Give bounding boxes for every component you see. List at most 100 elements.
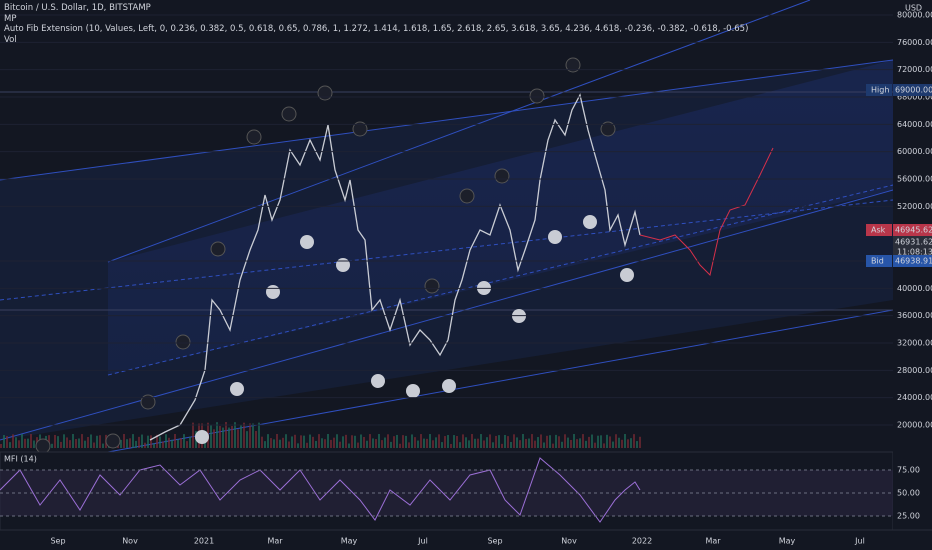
volume-bar xyxy=(549,435,551,448)
volume-bar xyxy=(135,440,137,448)
volume-bar xyxy=(411,434,413,448)
volume-bar xyxy=(474,438,476,448)
price-tick-label: 24000.00 xyxy=(897,393,932,402)
volume-bar xyxy=(606,434,608,448)
volume-bar xyxy=(471,434,473,448)
volume-bar xyxy=(420,434,422,448)
volume-bar xyxy=(294,434,296,448)
volume-bar xyxy=(279,439,281,448)
volume-bar xyxy=(246,431,248,448)
time-tick-label: Jul xyxy=(417,537,428,546)
price-tick-label: 52000.00 xyxy=(897,202,932,211)
volume-bar xyxy=(213,429,215,448)
volume-bar xyxy=(504,434,506,448)
volume-bar xyxy=(228,427,230,448)
price-tick-label: 64000.00 xyxy=(897,120,932,129)
volume-bar xyxy=(510,441,512,448)
volume-bar xyxy=(375,439,377,448)
volume-bar xyxy=(588,436,590,448)
volume-bar xyxy=(267,434,269,448)
volume-bar xyxy=(333,437,335,448)
volume-bar xyxy=(408,442,410,448)
volume-bar xyxy=(540,434,542,448)
badge xyxy=(893,255,932,267)
volume-bar xyxy=(381,440,383,448)
volume-bar xyxy=(276,434,278,448)
badge-tag xyxy=(866,255,892,267)
volume-bar xyxy=(462,434,464,448)
volume-bar xyxy=(636,441,638,448)
volume-bar xyxy=(459,442,461,448)
volume-bar xyxy=(483,440,485,448)
volume-bar xyxy=(621,439,623,448)
volume-bar xyxy=(363,436,365,448)
time-tick-label: 2022 xyxy=(632,537,652,546)
volume-bar xyxy=(18,440,20,448)
time-tick-label: Nov xyxy=(122,537,138,546)
legend: Bitcoin / U.S. Dollar, 1D, BITSTAMP MP A… xyxy=(4,3,748,45)
price-tick-label: 32000.00 xyxy=(897,338,932,347)
volume-bar xyxy=(639,436,641,448)
volume-bar xyxy=(543,442,545,448)
volume-bar xyxy=(102,443,104,448)
volume-bar xyxy=(612,441,614,448)
volume-bar xyxy=(156,434,158,448)
badge-price: 69000.00 xyxy=(895,86,932,95)
volume-bar xyxy=(264,441,266,448)
volume-bar xyxy=(546,435,548,448)
volume-bar xyxy=(627,439,629,448)
indicator: Vol xyxy=(4,34,17,45)
volume-bar xyxy=(57,436,59,448)
volume-bar xyxy=(633,434,635,448)
volume-bar xyxy=(369,434,371,448)
volume-bar xyxy=(243,422,245,448)
volume-bar xyxy=(339,441,341,448)
volume-bar xyxy=(342,436,344,448)
volume-bar xyxy=(507,436,509,448)
volume-bar xyxy=(258,422,260,448)
volume-bar xyxy=(174,434,176,448)
volume-bar xyxy=(225,422,227,448)
channel-lines xyxy=(0,0,894,453)
volume-bar xyxy=(144,442,146,448)
volume-bar xyxy=(30,434,32,448)
symbol-title: Bitcoin / U.S. Dollar, 1D, BITSTAMP xyxy=(4,3,151,13)
mfi-level-label: 50.00 xyxy=(897,489,920,498)
price-tick-label: 76000.00 xyxy=(897,38,932,47)
volume-bar xyxy=(486,437,488,448)
time-tick-label: Nov xyxy=(561,537,577,546)
volume-bar xyxy=(396,434,398,448)
volume-bar xyxy=(501,443,503,448)
volume-bar xyxy=(399,443,401,448)
price-tick-label: 60000.00 xyxy=(897,147,932,156)
countdown: 11:08:13 xyxy=(897,248,932,257)
volume-bar xyxy=(351,435,353,448)
projection-line xyxy=(639,147,774,276)
volume-bar xyxy=(480,434,482,448)
volume-bar xyxy=(171,439,173,448)
volume-bar xyxy=(597,435,599,448)
volume-bar xyxy=(519,440,521,448)
volume-bar xyxy=(60,441,62,448)
badge-name: Ask xyxy=(871,226,886,235)
volume-bar xyxy=(354,435,356,448)
volume-bar xyxy=(309,434,311,448)
volume-bar xyxy=(402,435,404,448)
price-tick-label: 56000.00 xyxy=(897,174,932,183)
volume-bar xyxy=(579,438,581,448)
volume-bar xyxy=(219,425,221,448)
volume-bar xyxy=(54,434,56,448)
price-tick-label: 68000.00 xyxy=(897,92,932,101)
volume-bar xyxy=(555,434,557,448)
volume-bar xyxy=(210,424,212,448)
price-tick-label: 72000.00 xyxy=(897,65,932,74)
volume-bar xyxy=(81,434,83,448)
volume-bar xyxy=(153,443,155,448)
volume-bar xyxy=(315,440,317,448)
indicator: MP xyxy=(4,13,17,24)
volume-bar xyxy=(99,435,101,448)
volume-bar xyxy=(591,434,593,448)
volume-bar xyxy=(495,435,497,448)
volume-bar xyxy=(291,436,293,448)
volume-bar xyxy=(93,442,95,448)
